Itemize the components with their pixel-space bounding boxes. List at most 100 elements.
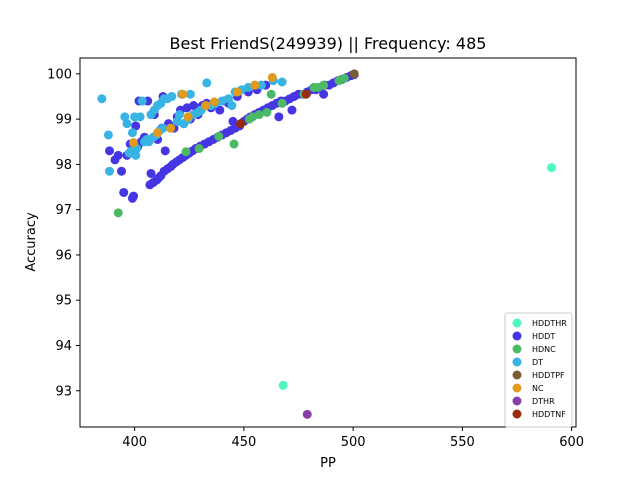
data-point: [181, 147, 191, 157]
data-point: [229, 139, 239, 149]
data-point: [146, 168, 156, 178]
data-point: [319, 89, 329, 99]
legend-label: NC: [532, 384, 544, 393]
data-point: [113, 150, 123, 160]
data-point: [319, 80, 329, 90]
data-point: [267, 72, 277, 82]
data-point: [185, 89, 195, 99]
data-point: [339, 73, 349, 83]
data-point: [228, 116, 238, 126]
series-nc: [129, 72, 277, 148]
data-point: [129, 138, 139, 148]
legend-label: HDNC: [532, 345, 556, 354]
chart-title: Best FriendS(249939) || Frequency: 485: [170, 34, 487, 53]
legend-label: HDDTHR: [532, 319, 567, 328]
data-point: [178, 89, 188, 99]
legend-box: [504, 312, 573, 428]
data-point: [119, 187, 129, 197]
series-hddtpf: [349, 69, 359, 79]
data-point: [129, 191, 139, 201]
data-point: [214, 131, 224, 141]
data-point: [120, 112, 130, 122]
plot-area: [97, 69, 557, 419]
data-point: [277, 77, 287, 87]
data-point: [224, 94, 234, 104]
data-point: [250, 80, 260, 90]
data-point: [209, 97, 219, 107]
legend-label: HDDT: [532, 332, 555, 341]
data-point: [183, 112, 193, 122]
data-point: [254, 110, 264, 120]
data-point: [131, 150, 141, 160]
data-point: [349, 69, 359, 79]
legend-marker: [512, 331, 522, 341]
y-tick-label: 97: [55, 203, 72, 218]
series-hddtnf: [236, 89, 311, 129]
data-point: [287, 105, 297, 115]
data-point: [113, 208, 123, 218]
y-axis-label: Accuracy: [24, 212, 39, 272]
x-tick-label: 600: [559, 435, 584, 450]
legend-label: HDDTPF: [532, 371, 565, 380]
data-point: [160, 146, 170, 156]
data-point: [137, 96, 147, 106]
y-tick-label: 95: [55, 294, 72, 309]
data-point: [277, 98, 287, 108]
data-point: [153, 128, 163, 138]
data-point: [262, 107, 272, 117]
series-hdnc: [113, 73, 349, 218]
data-point: [194, 144, 204, 154]
legend-marker: [512, 383, 522, 393]
data-point: [135, 112, 145, 122]
data-point: [232, 87, 242, 97]
legend-label: HDDTNF: [532, 410, 566, 419]
data-point: [167, 91, 177, 101]
data-point: [105, 146, 114, 156]
data-point: [103, 130, 113, 140]
y-tick-label: 100: [47, 67, 72, 82]
data-point: [547, 163, 557, 173]
data-point: [215, 105, 225, 115]
data-point: [236, 119, 246, 129]
data-point: [274, 112, 284, 122]
data-point: [131, 121, 141, 131]
data-point: [202, 78, 212, 88]
x-tick-label: 550: [450, 435, 475, 450]
data-point: [174, 110, 184, 120]
x-tick-label: 500: [341, 435, 366, 450]
legend-marker: [512, 370, 522, 380]
axes-frame: [79, 57, 577, 428]
data-point: [227, 101, 237, 111]
data-point: [97, 94, 107, 104]
data-point: [201, 101, 211, 111]
legend-label: DT: [532, 358, 543, 367]
data-point: [278, 380, 288, 390]
data-point: [166, 123, 176, 133]
x-tick-label: 400: [122, 435, 147, 450]
y-tick-label: 93: [55, 384, 72, 399]
chart-legend: HDDTHR HDDT HDNC DT HDDTPF NC DTHR HDDTNF: [504, 312, 573, 428]
legend-marker: [512, 409, 522, 419]
data-point: [301, 89, 311, 99]
data-point: [105, 166, 114, 176]
legend-marker: [512, 357, 522, 367]
data-point: [256, 80, 266, 90]
y-axis-ticks: 93 94 95 96 97 98 99 100: [47, 67, 80, 399]
data-point: [127, 128, 137, 138]
legend-label: DTHR: [532, 397, 555, 406]
legend-marker: [512, 396, 522, 406]
legend-marker: [512, 344, 522, 354]
data-point: [122, 119, 132, 129]
series-dthr: [302, 409, 312, 419]
data-point: [189, 101, 199, 111]
data-point: [117, 166, 127, 176]
series-hddthr: [278, 163, 557, 390]
y-tick-label: 99: [55, 113, 72, 128]
data-point: [266, 89, 276, 99]
x-axis-label: PP: [320, 456, 336, 471]
data-point: [302, 409, 312, 419]
legend-marker: [512, 318, 522, 328]
y-tick-label: 98: [55, 158, 72, 173]
